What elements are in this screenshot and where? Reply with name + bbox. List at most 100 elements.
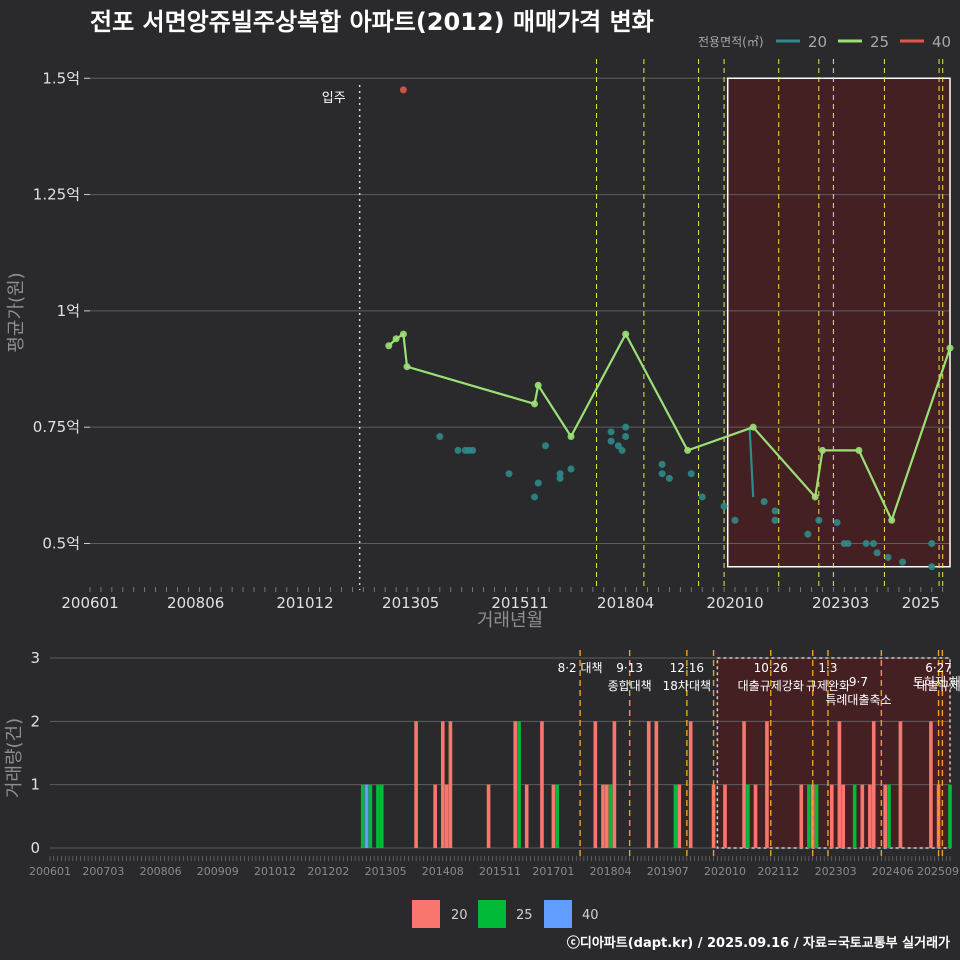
volume-x-tick-label: 202010 <box>704 865 746 878</box>
volume-bar-20 <box>837 721 842 848</box>
price-y-tick-label: 1.5억 <box>42 69 80 87</box>
data-point-20 <box>542 442 550 450</box>
volume-y-tick-label: 2 <box>30 712 40 730</box>
data-point-20 <box>760 498 768 506</box>
price-x-tick-label: 201012 <box>276 594 333 612</box>
volume-x-tick-label: 201408 <box>422 865 464 878</box>
volume-x-tick-label: 201701 <box>532 865 574 878</box>
volume-x-tick-label: 200909 <box>197 865 239 878</box>
data-point-20 <box>873 549 881 557</box>
price-y-tick-label: 1.25억 <box>33 186 80 204</box>
volume-bar-20 <box>799 784 804 848</box>
data-point-20 <box>698 493 706 501</box>
volume-x-tick-label: 200601 <box>29 865 71 878</box>
data-point-25 <box>811 493 819 501</box>
volume-bar-40 <box>364 784 369 848</box>
volume-bar-20 <box>765 721 769 848</box>
volume-x-tick-label: 200806 <box>140 865 182 878</box>
volume-x-tick-label: 202406 <box>872 865 914 878</box>
data-point-20 <box>804 530 812 538</box>
volume-x-tick-label: 200703 <box>82 865 124 878</box>
volume-bar-20 <box>440 721 445 848</box>
volume-bar-20 <box>593 721 598 848</box>
data-point-20 <box>899 558 907 566</box>
price-x-tick-label: 201511 <box>491 594 548 612</box>
volume-x-tick-label: 202112 <box>757 865 799 878</box>
volume-bar-20 <box>929 721 933 848</box>
data-point-20 <box>622 423 630 431</box>
volume-bar-20 <box>883 784 887 848</box>
volume-bar-25 <box>887 784 891 848</box>
volume-bar-20 <box>841 784 846 848</box>
chart-title: 전포 서면앙쥬빌주상복합 아파트(2012) 매매가격 변화 <box>90 8 654 36</box>
price-x-tick-label: 200601 <box>61 594 118 612</box>
volume-bar-20 <box>444 784 449 848</box>
volume-bar-20 <box>753 784 758 848</box>
data-point-20 <box>771 516 779 524</box>
data-point-25 <box>749 423 757 431</box>
data-point-20 <box>720 502 728 510</box>
volume-x-tick-label: 202303 <box>815 865 857 878</box>
volume-bar-25 <box>807 784 811 848</box>
policy-label: 6·27 <box>925 661 952 675</box>
data-point-25 <box>534 381 542 389</box>
policy-label: 대출규제 <box>916 679 960 693</box>
volume-bar-25 <box>673 784 678 848</box>
data-point-20 <box>454 446 462 454</box>
data-point-20 <box>844 539 852 547</box>
data-point-20 <box>469 446 477 454</box>
price-x-axis-title: 거래년월 <box>477 610 543 631</box>
volume-bar-20 <box>936 784 941 848</box>
data-point-20 <box>607 437 615 445</box>
data-point-20 <box>534 479 542 487</box>
data-point-25 <box>403 363 411 371</box>
data-point-25 <box>567 432 575 440</box>
policy-label: 1·3 <box>818 661 837 675</box>
data-point-25 <box>385 342 393 350</box>
policy-label: 18차대책 <box>663 678 711 693</box>
volume-y-tick-label: 1 <box>30 776 40 794</box>
policy-label: 대출규제강화 <box>738 679 804 693</box>
recent-period-highlight <box>727 78 950 567</box>
volume-bar-20 <box>524 784 529 848</box>
policy-label: 특례대출축소 <box>825 693 891 707</box>
bar-legend-label-25: 25 <box>516 908 533 923</box>
bar-legend-swatch-25 <box>478 900 506 928</box>
volume-x-tick-label: 202509 <box>917 865 959 878</box>
policy-label: 종합대책 <box>608 678 652 693</box>
credit-text: ⓒ디아파트(dapt.kr) / 2025.09.16 / 자료=국토교통부 실… <box>567 935 950 951</box>
volume-bar-20 <box>433 784 437 848</box>
volume-bar-25 <box>852 784 857 848</box>
volume-x-tick-label: 201511 <box>479 865 521 878</box>
data-point-20 <box>815 516 823 524</box>
volume-y-tick-label: 0 <box>30 839 40 857</box>
volume-bar-25 <box>379 784 384 848</box>
data-point-40 <box>399 86 407 94</box>
data-point-25 <box>855 446 863 454</box>
policy-label: 10·26 <box>754 661 788 675</box>
volume-bar-20 <box>414 721 418 848</box>
data-point-20 <box>869 539 877 547</box>
bar-legend-label-40: 40 <box>582 908 599 923</box>
volume-x-tick-label: 201804 <box>590 865 632 878</box>
data-point-20 <box>928 563 936 571</box>
bar-legend-label-20: 20 <box>451 908 468 923</box>
volume-bar-20 <box>604 784 609 848</box>
volume-bar-25 <box>948 784 952 848</box>
volume-panel: 0 1 2 3 8·2 대책 9·13 종합대책 12·16 18차대책 10·26 대출규제강화 1… <box>4 649 960 878</box>
series-segment-20 <box>748 427 755 498</box>
policy-label: 8·2 대책 <box>558 660 603 675</box>
volume-legend: 20 25 40 <box>412 900 599 928</box>
volume-bar-20 <box>551 784 556 848</box>
data-point-20 <box>658 470 666 478</box>
volume-bar-20 <box>601 784 605 848</box>
price-x-tick-label: 2025 <box>902 594 940 612</box>
policy-label: 토허제 해제 <box>913 675 960 689</box>
price-legend: 전용면적(㎡) 20 25 40 <box>698 33 951 51</box>
data-point-20 <box>607 428 615 436</box>
data-point-25 <box>622 330 630 338</box>
volume-x-tick-label: 201012 <box>254 865 296 878</box>
data-point-20 <box>556 474 564 482</box>
price-x-tick-label: 202303 <box>812 594 869 612</box>
data-point-20 <box>618 446 626 454</box>
